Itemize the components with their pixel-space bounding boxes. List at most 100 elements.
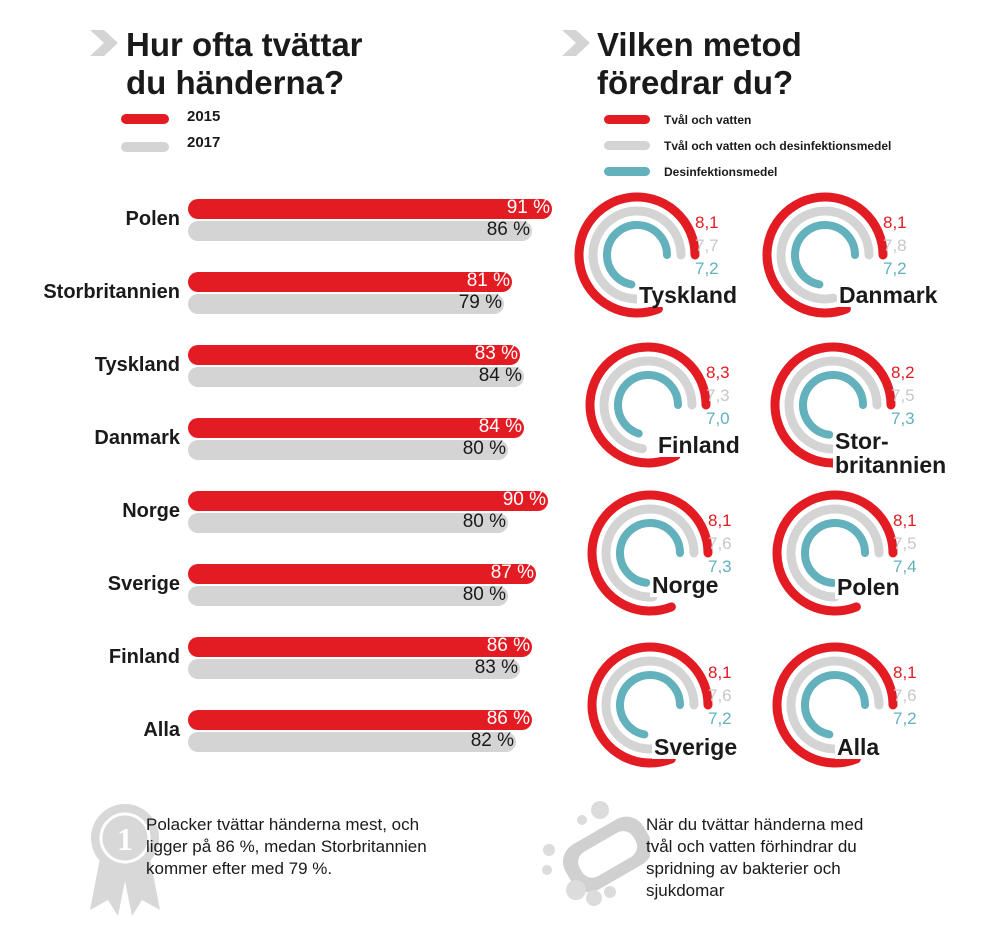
bar-value-2015: 90 % <box>502 489 546 510</box>
radial-arc <box>801 671 869 739</box>
bar-category-label: Finland <box>108 646 180 668</box>
radial-country-name-line: Sverige <box>654 734 738 760</box>
radial-value-label: 7,6 <box>708 686 732 705</box>
radial-values: 8,1 7,6 7,2 <box>708 661 732 730</box>
radial-arc <box>799 371 867 439</box>
radial-country-name-line: britannien <box>835 452 947 478</box>
radial-value-label: 7,6 <box>708 534 732 553</box>
radial-country-name-line: Finland <box>658 432 740 458</box>
right-title-line: föredrar du? <box>597 64 794 101</box>
radial-value-label: 7,0 <box>706 409 730 428</box>
bar-value-2017: 80 % <box>462 511 506 532</box>
radial-country-name-line: Stor- <box>835 428 889 454</box>
radial-chart <box>762 192 888 318</box>
radial-arc <box>784 356 882 454</box>
radial-arc <box>574 192 700 318</box>
note-left-line: kommer efter med 79 %. <box>146 859 333 878</box>
radial-value-label: 8,2 <box>891 363 915 382</box>
bar-2017 <box>188 732 516 752</box>
bar-value-2017: 80 % <box>462 438 506 459</box>
radial-arc <box>762 192 888 318</box>
chevron-right-icon <box>562 30 590 56</box>
legend-label-desinf: Desinfektionsmedel <box>664 165 778 179</box>
legend-label-tval: Tvål och vatten <box>664 113 752 127</box>
note-left-line: ligger på 86 %, medan Storbritannien <box>146 837 427 856</box>
bar-value-2017: 84 % <box>478 365 522 386</box>
radial-value-label: 7,2 <box>695 259 719 278</box>
radial-value-label: 7,3 <box>706 386 730 405</box>
radial-value-label: 7,2 <box>708 709 732 728</box>
radial-chart <box>772 642 898 768</box>
radial-value-label: 7,4 <box>893 557 917 576</box>
radial-arc <box>772 642 898 768</box>
bar-2017 <box>188 294 504 314</box>
radial-chart <box>574 192 700 318</box>
radial-value-label: 7,3 <box>891 409 915 428</box>
note-left-line: Polacker tvättar händerna mest, och <box>146 815 420 834</box>
bar-2017 <box>188 659 520 679</box>
note-right-line: spridning av bakterier och <box>646 859 841 878</box>
right-title: Vilken metod föredrar du? <box>597 26 802 102</box>
bar-category-label: Norge <box>122 500 180 522</box>
bar-2015 <box>188 418 524 438</box>
note-right-line: tvål och vatten förhindrar du <box>646 837 857 856</box>
radial-arc <box>599 356 697 454</box>
bar-category-label: Danmark <box>94 427 180 449</box>
bar-value-2015: 86 % <box>486 708 530 729</box>
bar-value-2017: 79 % <box>458 292 502 313</box>
radial-value-label: 8,3 <box>706 363 730 382</box>
legend-swatch-desinf <box>604 167 650 176</box>
bar-2015 <box>188 491 548 511</box>
radial-chart <box>587 490 713 616</box>
radial-country-name-line: Danmark <box>839 282 938 308</box>
legend-swatch-2017 <box>121 142 169 152</box>
bar-value-2015: 83 % <box>474 343 518 364</box>
radial-values: 8,3 7,3 7,0 <box>706 361 730 430</box>
radial-country-name: Danmark <box>837 282 940 308</box>
bar-value-2017: 82 % <box>470 730 514 751</box>
legend-swatch-tval-desinf <box>604 141 650 150</box>
radial-values: 8,1 7,5 7,4 <box>893 509 917 578</box>
bar-category-label: Storbritannien <box>43 281 180 303</box>
legend-label-tval-desinf: Tvål och vatten och desinfektionsmedel <box>664 139 892 153</box>
bar-value-2017: 83 % <box>474 657 518 678</box>
bar-category-label: Alla <box>143 719 180 741</box>
bar-value-2015: 81 % <box>466 270 510 291</box>
radial-value-label: 7,6 <box>893 686 917 705</box>
bar-2017 <box>188 367 524 387</box>
radial-arc <box>587 490 713 616</box>
radial-value-label: 7,8 <box>883 236 907 255</box>
radial-value-label: 7,5 <box>893 534 917 553</box>
radial-value-label: 7,5 <box>891 386 915 405</box>
bar-2017 <box>188 586 508 606</box>
radial-arc <box>776 206 874 304</box>
radial-arc <box>587 642 713 768</box>
bar-value-2017: 86 % <box>486 219 530 240</box>
radial-country-name-line: Alla <box>837 734 880 760</box>
radial-arc <box>601 656 699 754</box>
bar-value-2015: 84 % <box>478 416 522 437</box>
radial-country-name: Norge <box>650 573 721 597</box>
radial-country-name: Finland <box>656 433 742 457</box>
svg-text:1: 1 <box>117 821 133 857</box>
left-title: Hur ofta tvättar du händerna? <box>126 26 363 102</box>
soap-icon <box>542 801 650 906</box>
radial-arc <box>616 519 684 587</box>
radial-values: 8,1 7,8 7,2 <box>883 211 907 280</box>
bar-2015 <box>188 199 552 219</box>
radial-arc <box>786 504 884 602</box>
left-title-line: du händerna? <box>126 64 345 101</box>
radial-country-name: Stor-britannien <box>833 428 949 478</box>
radial-country-name: Alla <box>835 734 882 760</box>
bar-value-2015: 91 % <box>506 197 550 218</box>
left-title-line: Hur ofta tvättar <box>126 26 363 63</box>
radial-value-label: 7,2 <box>883 259 907 278</box>
radial-value-label: 8,1 <box>708 511 732 530</box>
radial-value-label: 8,1 <box>695 213 719 232</box>
radial-arc <box>616 671 684 739</box>
legend-swatch-tval <box>604 115 650 124</box>
bar-value-2015: 87 % <box>490 562 534 583</box>
radial-chart <box>772 490 898 616</box>
bar-2017 <box>188 513 508 533</box>
bar-2015 <box>188 345 520 365</box>
